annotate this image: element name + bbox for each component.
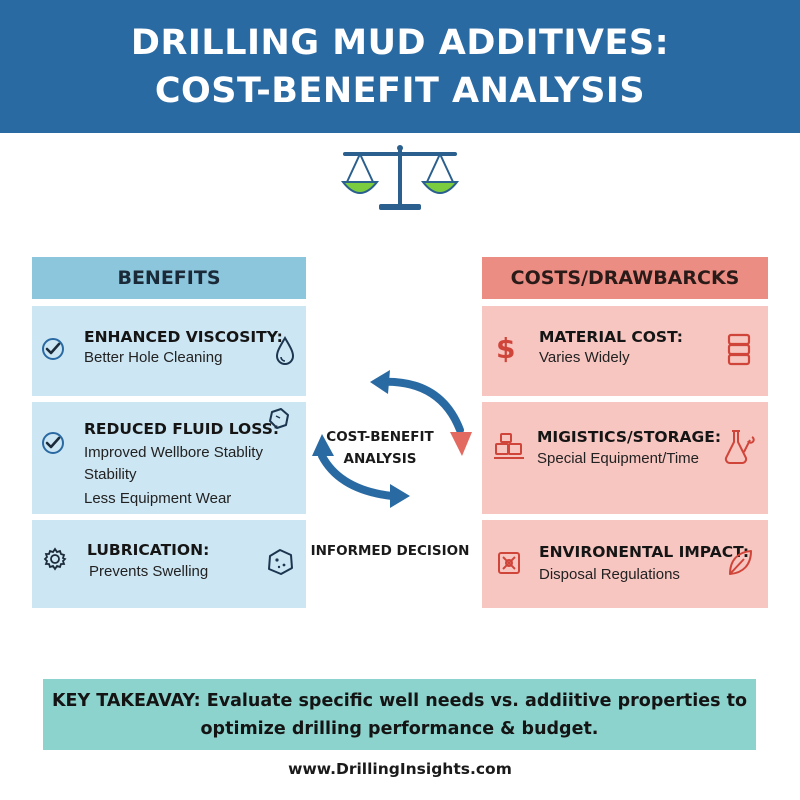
benefit-title: ENHANCED VISCOSITY: bbox=[84, 328, 283, 346]
flask-wrench-icon bbox=[724, 430, 755, 464]
title-line-2: COST-BENEFIT ANALYSIS bbox=[154, 70, 646, 111]
benefit-line: Better Hole Cleaning bbox=[84, 349, 223, 366]
benefit-card-lubrication: LUBRICATION: Prevents Swelling bbox=[32, 520, 306, 608]
cost-line: Varies Widely bbox=[539, 349, 630, 366]
blue-arrow-bottom bbox=[318, 452, 396, 500]
benefit-line: Improved Wellbore Stablity bbox=[84, 444, 263, 461]
takeaway-line-2: optimize drilling performance & budget. bbox=[200, 718, 599, 739]
gear-icon bbox=[43, 547, 67, 571]
benefit-title: LUBRICATION: bbox=[87, 541, 210, 559]
cost-card-environmental: ENVIRONENTAL IMPACT: Disposal Regulation… bbox=[482, 520, 768, 608]
cost-card-logistics: MIGISTICS/STORAGE: Special Equipment/Tim… bbox=[482, 402, 768, 514]
leaf-icon bbox=[729, 550, 752, 575]
blue-arrowhead-right bbox=[390, 484, 410, 508]
costs-header: COSTS/DRAWBARCKS bbox=[482, 257, 768, 299]
balance-scale-icon bbox=[340, 145, 460, 210]
checkmark-circle-icon bbox=[42, 432, 64, 454]
benefit-card-fluid-loss: REDUCED FLUID LOSS: Improved Wellbore St… bbox=[32, 402, 306, 514]
dollar-icon: $ bbox=[496, 332, 516, 365]
blue-arrow-top bbox=[374, 377, 464, 434]
rock-icon bbox=[268, 549, 293, 575]
benefit-line: Less Equipment Wear bbox=[84, 490, 232, 507]
red-arrowhead bbox=[450, 432, 472, 456]
benefit-title: REDUCED FLUID LOSS: bbox=[84, 420, 280, 438]
analysis-line-1: COST-BENEFIT bbox=[326, 429, 434, 445]
cost-card-material: $ MATERIAL COST: Varies Widely bbox=[482, 306, 768, 396]
benefits-header: BENEFITS bbox=[32, 257, 306, 299]
informed-decision-label: INFORMED DECISION bbox=[310, 543, 470, 559]
blue-arrowhead-left bbox=[312, 434, 334, 456]
key-takeaway-box: KEY TAKEAVAY: Evaluate specific well nee… bbox=[43, 679, 756, 750]
rock-icon bbox=[269, 408, 289, 429]
title-line-1: DRILLING MUD ADDITIVES: bbox=[130, 22, 670, 63]
benefit-line: Stability bbox=[84, 466, 137, 483]
benefit-card-viscosity: ENHANCED VISCOSITY: Better Hole Cleaning bbox=[32, 306, 306, 396]
footer-url[interactable]: www.DrillingInsights.com bbox=[288, 760, 512, 778]
title-banner: DRILLING MUD ADDITIVES: COST-BENEFIT ANA… bbox=[0, 0, 800, 133]
cost-line: Special Equipment/Time bbox=[537, 450, 700, 467]
hazard-icon bbox=[498, 552, 520, 574]
droplet-icon bbox=[275, 336, 295, 365]
blue-arrowhead-top bbox=[370, 370, 390, 394]
takeaway-line-1: KEY TAKEAVAY: Evaluate specific well nee… bbox=[52, 690, 747, 711]
cost-line: Disposal Regulations bbox=[539, 566, 680, 583]
warehouse-icon bbox=[494, 433, 524, 459]
benefit-line: Prevents Swelling bbox=[89, 563, 209, 580]
cost-title: ENVIRONENTAL IMPACT: bbox=[539, 543, 750, 561]
checkmark-circle-icon bbox=[42, 338, 64, 360]
barrel-stack-icon bbox=[727, 333, 751, 366]
cost-title: MATERIAL COST: bbox=[539, 328, 683, 346]
cost-benefit-analysis-label: COST-BENEFIT ANALYSIS bbox=[325, 426, 435, 470]
cost-title: MIGISTICS/STORAGE: bbox=[537, 428, 722, 446]
analysis-line-2: ANALYSIS bbox=[343, 451, 417, 467]
cycle-arrows bbox=[312, 370, 472, 508]
